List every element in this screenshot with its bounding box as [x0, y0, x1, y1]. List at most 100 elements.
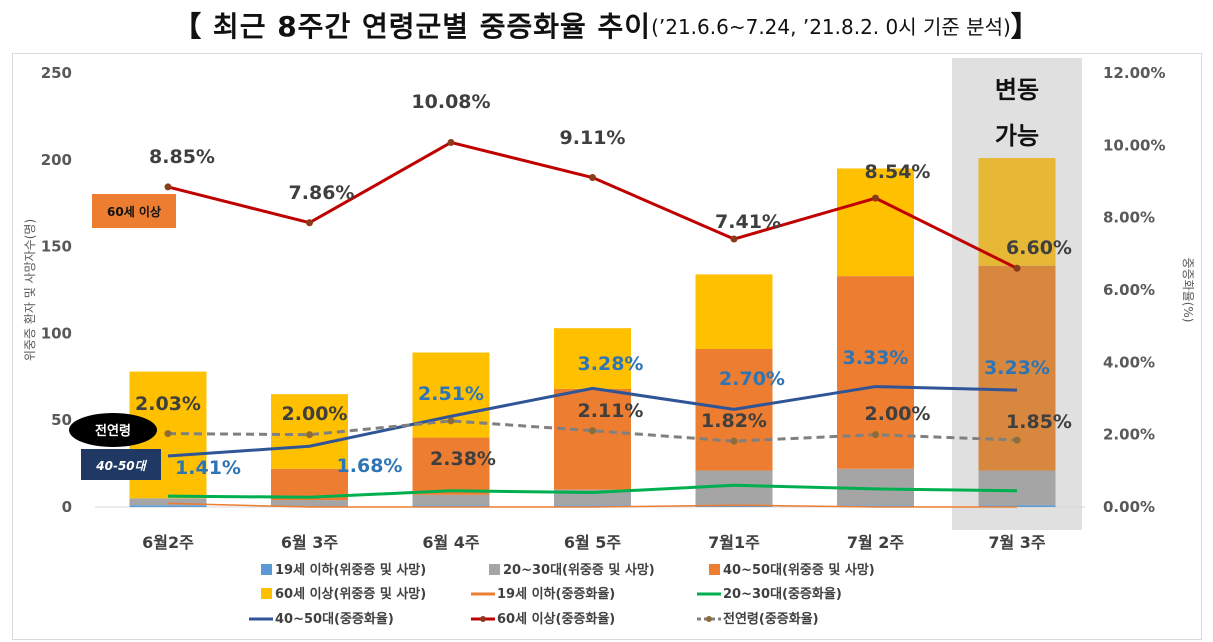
- callout-60plus-box: [92, 194, 176, 228]
- y2-axis-tick-label: 12.00%: [1103, 64, 1165, 82]
- y2-axis-tick-label: 10.00%: [1103, 136, 1165, 154]
- x-axis-tick-label: 6월2주: [142, 533, 194, 552]
- y2-axis-tick-label: 6.00%: [1103, 281, 1155, 299]
- label-40-50: 3.33%: [843, 347, 909, 369]
- legend-label: 19세 이하(위중증 및 사망): [275, 562, 426, 578]
- callout-60plus-label: 60세 이상: [107, 204, 161, 219]
- bar-1-0: [129, 498, 207, 506]
- line-point-3-0: [164, 183, 172, 191]
- line-point-4-1: [306, 431, 313, 439]
- legend-label: 20~30대(위중증 및 사망): [503, 562, 655, 578]
- legend-label: 60세 이상(위중증 및 사망): [275, 586, 426, 602]
- bar-0-3: [554, 505, 631, 507]
- bar-0-5: [837, 505, 914, 507]
- label-all-ages: 1.85%: [1006, 411, 1072, 433]
- bar-1-6: [978, 470, 1056, 506]
- line-point-4-5: [872, 431, 879, 439]
- legend-label: 19세 이하(중증화율): [497, 586, 615, 602]
- line-point-4-2: [447, 417, 455, 425]
- label-60plus: 7.86%: [289, 182, 355, 204]
- bar-1-2: [412, 494, 490, 506]
- line-series-0: [167, 502, 1017, 508]
- y-axis-tick-label: 50: [51, 411, 72, 429]
- label-all-ages: 2.11%: [578, 400, 644, 422]
- bar-0-6: [978, 505, 1056, 507]
- bar-2-6: [978, 265, 1056, 471]
- line-point-3-6: [1013, 264, 1021, 272]
- callout-40-50-label: 40-50대: [95, 459, 147, 473]
- bar-3-3: [554, 328, 631, 389]
- label-60plus: 8.85%: [149, 146, 215, 168]
- annotation-variable-line1: 변동: [995, 76, 1039, 104]
- x-axis-tick-label: 7월 2주: [847, 533, 905, 552]
- legend-label: 40~50대(중증화율): [275, 611, 394, 627]
- x-axis-tick-label: 6월 4주: [422, 533, 480, 552]
- label-all-ages: 2.03%: [135, 393, 201, 415]
- line-point-4-3: [589, 427, 596, 435]
- y2-axis-tick-label: 2.00%: [1103, 426, 1155, 444]
- title-close-bracket: 】: [1010, 10, 1040, 43]
- legend-label: 20~30대(중증화율): [723, 586, 842, 602]
- bar-2-3: [554, 388, 631, 490]
- legend-swatch: [261, 564, 272, 575]
- line-series-1: [167, 483, 1018, 499]
- legend-label: 전연령(중증화율): [723, 611, 819, 627]
- y-axis-tick-label: 100: [41, 324, 72, 342]
- line-point-3-3: [589, 174, 596, 182]
- line-series-2: [167, 385, 1018, 458]
- y2-axis-tick-label: 0.00%: [1103, 498, 1155, 516]
- callout-all-ages-label: 전연령: [95, 423, 131, 439]
- label-60plus: 6.60%: [1006, 237, 1072, 259]
- y-axis-tick-label: 0: [62, 498, 72, 516]
- callout-all-ages-box: [69, 413, 157, 447]
- title-subtitle: (’21.6.6~7.24, ’21.8.2. 0시 기준 분석): [651, 14, 1011, 39]
- bar-1-1: [271, 500, 348, 507]
- legend-swatch: [261, 588, 272, 599]
- bar-3-6: [978, 158, 1056, 266]
- legend-label: 60세 이상(중증화율): [497, 611, 615, 627]
- y2-axis-tick-label: 8.00%: [1103, 209, 1155, 227]
- label-40-50: 3.28%: [578, 353, 644, 375]
- label-60plus: 8.54%: [865, 161, 931, 183]
- y-axis-tick-label: 250: [41, 64, 72, 82]
- label-60plus: 10.08%: [411, 91, 490, 113]
- label-all-ages: 1.82%: [701, 410, 767, 432]
- line-point-3-5: [872, 194, 879, 202]
- label-40-50: 3.23%: [984, 357, 1050, 379]
- y2-axis-tick-label: 4.00%: [1103, 353, 1155, 371]
- line-point-3-1: [306, 219, 313, 227]
- label-all-ages: 2.38%: [430, 448, 496, 470]
- bar-0-4: [695, 505, 773, 507]
- y-axis-title: 위중증 환자 및 사망자수(명): [23, 219, 37, 361]
- callout-40-50-box: [81, 449, 161, 480]
- label-40-50: 1.68%: [337, 455, 403, 477]
- bar-2-5: [837, 276, 914, 469]
- line-point-4-4: [730, 437, 738, 445]
- annotation-variable-line2: 가능: [995, 122, 1039, 150]
- line-point-3-4: [730, 235, 738, 243]
- chart-title: 【 최근 8주간 연령군별 중증화율 추이 (’21.6.6~7.24, ’21…: [0, 0, 1213, 50]
- bar-3-4: [695, 274, 773, 350]
- label-40-50: 2.51%: [418, 383, 484, 405]
- x-axis-tick-label: 6월 5주: [564, 533, 622, 552]
- label-40-50: 2.70%: [719, 368, 785, 390]
- y-axis-tick-label: 150: [41, 238, 72, 256]
- bar-0-2: [412, 505, 490, 507]
- x-axis-tick-label: 7월 3주: [988, 533, 1046, 552]
- legend-label: 40~50대(위중증 및 사망): [723, 562, 875, 578]
- label-60plus: 9.11%: [560, 127, 626, 149]
- bar-2-2: [412, 437, 490, 495]
- line-point-4-0: [164, 430, 172, 438]
- y-axis-tick-label: 200: [41, 151, 72, 169]
- x-axis-tick-label: 7월1주: [708, 533, 760, 552]
- x-axis-tick-label: 6월 3주: [281, 533, 339, 552]
- legend-marker: [706, 616, 712, 622]
- label-all-ages: 2.00%: [865, 403, 931, 425]
- legend-swatch: [489, 564, 500, 575]
- label-60plus: 7.41%: [715, 211, 781, 233]
- label-40-50: 1.41%: [175, 457, 241, 479]
- line-point-3-2: [447, 138, 455, 146]
- bar-3-5: [837, 168, 914, 277]
- legend-marker: [480, 616, 486, 622]
